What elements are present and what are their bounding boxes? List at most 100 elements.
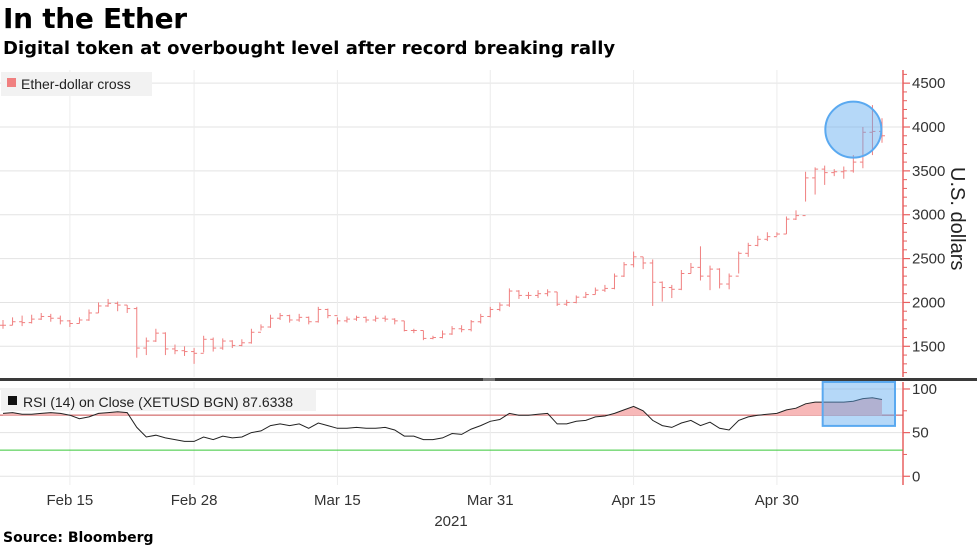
ohlc-bar xyxy=(582,291,589,299)
x-axis: Feb 15 Feb 28 Mar 15 Mar 31 Apr 15 Apr 30 xyxy=(47,492,799,509)
ohlc-bar xyxy=(659,281,666,302)
ohlc-bar xyxy=(601,284,608,292)
ohlc-bar xyxy=(821,165,828,185)
ohlc-bar xyxy=(592,287,599,296)
ohlc-bar xyxy=(573,295,580,304)
rsi-legend-label: RSI (14) on Close (XETUSD BGN) 87.6338 xyxy=(23,394,293,410)
price-y-tick-label: 3500 xyxy=(912,163,945,180)
ohlc-bar xyxy=(678,269,685,291)
ohlc-bar xyxy=(382,315,389,322)
ohlc-bar xyxy=(229,340,236,349)
ohlc-bar xyxy=(9,317,16,326)
ohlc-bar xyxy=(773,232,780,238)
ohlc-bar xyxy=(191,348,198,364)
price-legend-label: Ether-dollar cross xyxy=(21,76,131,92)
ohlc-bar xyxy=(525,291,532,299)
ohlc-bar xyxy=(353,315,360,321)
ohlc-bar xyxy=(468,319,475,332)
ohlc-bar xyxy=(257,324,264,333)
ohlc-bar xyxy=(420,330,427,341)
panel-divider-handle xyxy=(483,378,495,381)
ohlc-bar xyxy=(859,127,866,169)
ohlc-bar xyxy=(783,216,790,235)
source-note: Source: Bloomberg xyxy=(3,530,154,546)
ohlc-bar xyxy=(286,314,293,323)
ohlc-bar xyxy=(668,284,675,299)
ohlc-bar xyxy=(372,315,379,322)
ohlc-bar xyxy=(324,308,331,319)
ohlc-bar xyxy=(114,301,121,312)
ohlc-bar xyxy=(621,262,628,278)
rsi-overbought-fill xyxy=(3,397,882,416)
ohlc-bar xyxy=(707,265,714,291)
price-y-ticks: 1500 2000 2500 3000 3500 4000 4500 xyxy=(903,73,945,374)
rsi-legend: RSI (14) on Close (XETUSD BGN) 87.6338 xyxy=(1,389,316,411)
ohlc-bar xyxy=(334,315,341,325)
ohlc-bar xyxy=(85,309,92,321)
ohlc-bar xyxy=(563,299,570,306)
ohlc-bar xyxy=(716,268,723,289)
ohlc-bar xyxy=(162,332,169,356)
ohlc-bar xyxy=(458,325,465,333)
ohlc-bar xyxy=(544,289,551,297)
rsi-y-tick-label: 50 xyxy=(912,425,929,442)
x-axis-year-label: 2021 xyxy=(434,513,467,530)
ohlc-bar xyxy=(754,235,761,247)
price-legend-swatch xyxy=(7,78,16,87)
ohlc-bar xyxy=(745,242,752,257)
ohlc-bar xyxy=(363,316,370,323)
ohlc-bar xyxy=(869,105,876,156)
ohlc-bar xyxy=(439,330,446,339)
ohlc-bar xyxy=(152,328,159,342)
ohlc-bar xyxy=(181,346,188,356)
ohlc-bar xyxy=(133,306,140,358)
price-y-tick-label: 3000 xyxy=(912,207,945,224)
ohlc-bar xyxy=(840,166,847,179)
ohlc-bar xyxy=(38,312,45,320)
ohlc-bar xyxy=(554,291,561,306)
ohlc-bar xyxy=(267,314,274,328)
ohlc-bar xyxy=(105,298,112,307)
ohlc-bar xyxy=(238,339,245,347)
ohlc-bar xyxy=(793,210,800,220)
price-y-tick-label: 4000 xyxy=(912,119,945,136)
rsi-y-tick-label: 100 xyxy=(912,381,937,398)
chart-title: In the Ether xyxy=(3,2,187,35)
ohlc-bar xyxy=(305,316,312,325)
ohlc-bar xyxy=(449,326,456,335)
price-y-axis-label: U.S. dollars xyxy=(946,167,968,270)
ohlc-bar xyxy=(697,246,704,281)
ohlc-bar xyxy=(401,320,408,332)
price-y-tick-label: 2000 xyxy=(912,294,945,311)
ohlc-bar xyxy=(248,328,255,344)
ohlc-bar xyxy=(477,313,484,324)
rsi-line xyxy=(2,397,883,442)
ohlc-bar xyxy=(200,335,207,354)
ohlc-bar xyxy=(124,304,131,313)
ohlc-bar xyxy=(611,273,618,290)
ohlc-bar xyxy=(57,315,64,325)
price-y-tick-label: 4500 xyxy=(912,75,945,92)
price-gridlines xyxy=(0,82,903,347)
price-y-tick-label: 1500 xyxy=(912,338,945,355)
ohlc-bar xyxy=(487,306,494,318)
ohlc-bar xyxy=(296,313,303,322)
price-ohlc-bars xyxy=(0,105,885,364)
x-axis-tick-label: Apr 15 xyxy=(611,492,655,509)
ohlc-bar xyxy=(506,288,513,307)
ohlc-bar xyxy=(277,312,284,320)
rsi-highlight-box xyxy=(821,380,896,427)
price-y-tick-label: 2500 xyxy=(912,251,945,268)
ohlc-bar xyxy=(630,251,637,268)
chart-subtitle: Digital token at overbought level after … xyxy=(3,38,616,59)
price-highlight-circle xyxy=(824,100,883,159)
ohlc-bar xyxy=(515,290,522,299)
rsi-legend-swatch xyxy=(8,396,17,405)
rsi-y-ticks: 0 50 100 xyxy=(903,381,937,485)
ohlc-bar xyxy=(66,319,73,328)
chart-area: 1500 2000 2500 3000 3500 4000 4500 Ether-dolla… xyxy=(0,70,977,530)
ohlc-bar xyxy=(47,313,54,322)
ohlc-bar xyxy=(812,167,819,195)
ohlc-bar xyxy=(640,256,647,270)
ohlc-bar xyxy=(410,328,417,334)
